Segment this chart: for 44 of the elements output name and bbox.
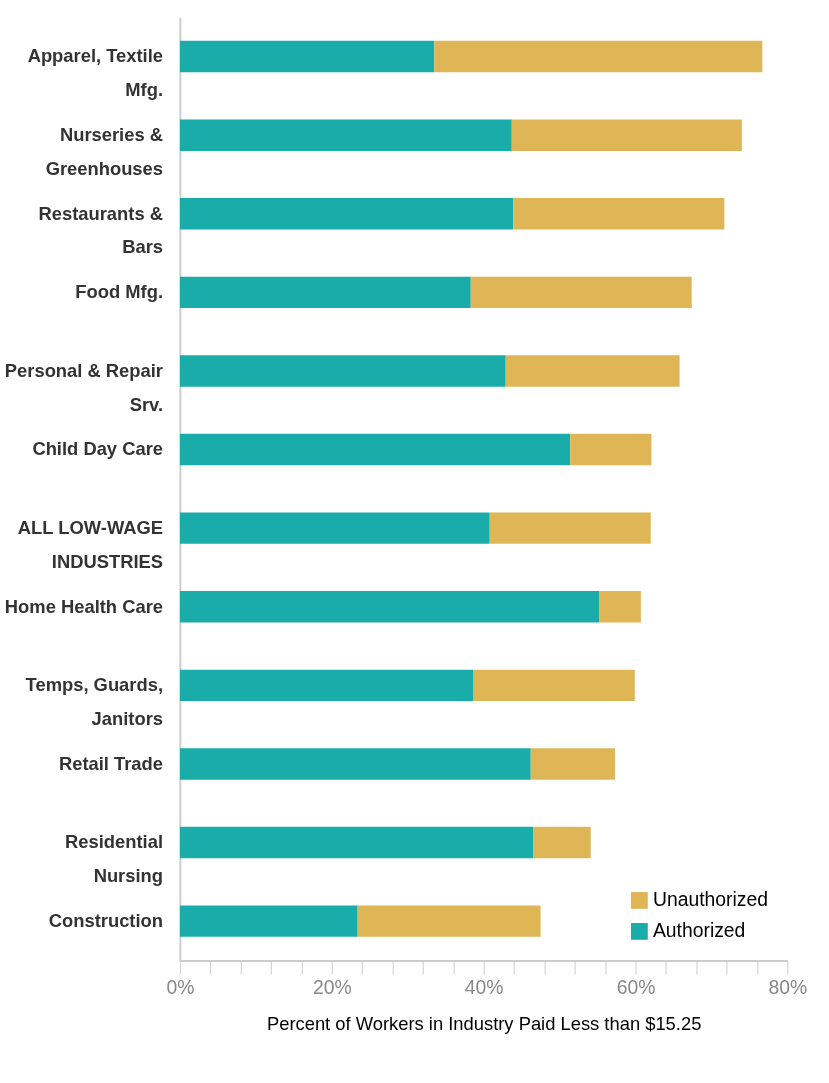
bar (489, 512, 651, 544)
y-tick-label: Residential Nursing (65, 831, 163, 887)
y-tick-label: Restaurants & Bars (38, 202, 163, 258)
bar (179, 355, 506, 387)
x-tick-label: 60% (616, 975, 656, 998)
bar (505, 355, 680, 387)
bar (179, 198, 514, 230)
bar (434, 40, 763, 73)
bar (513, 198, 725, 230)
bar (179, 669, 474, 702)
bar (179, 512, 490, 544)
legend-label: Unauthorized (652, 888, 768, 911)
y-tick-label: Child Day Care (32, 438, 163, 460)
y-tick-label: Retail Trade (58, 752, 163, 774)
bar (179, 591, 600, 623)
bar (179, 433, 571, 466)
x-tick-label: 40% (464, 975, 504, 998)
x-axis-title: Percent of Workers in Industry Paid Less than $15.25 (266, 1012, 702, 1034)
bar (470, 276, 692, 309)
bar (179, 276, 471, 309)
y-tick-label: Food Mfg. (75, 281, 163, 303)
y-tick-label: Temps, Guards, Janitors (25, 674, 163, 729)
bar (511, 119, 742, 151)
legend-label: Authorized (652, 919, 746, 942)
bar (179, 748, 531, 780)
bar (179, 905, 358, 937)
y-tick-label: ALL LOW-WAGE INDUSTRIES (17, 516, 163, 572)
x-tick-label: 0% (166, 975, 195, 998)
bar (473, 669, 635, 702)
y-tick-label: Apparel, Textile Mfg. (27, 45, 163, 101)
bar (570, 433, 652, 466)
bar (179, 40, 435, 73)
x-tick-label: 80% (768, 975, 808, 998)
bar (179, 826, 534, 859)
y-tick-label: Construction (48, 909, 163, 931)
y-tick-label: Nurseries & Greenhouses (45, 123, 163, 179)
y-tick-label: Home Health Care (4, 595, 163, 617)
bar (357, 905, 541, 937)
y-tick-label: Personal & Repair Srv. (4, 359, 163, 415)
x-tick-label: 20% (312, 975, 352, 998)
bar (179, 119, 512, 151)
bar (530, 748, 616, 780)
bar (599, 591, 641, 623)
bar (533, 826, 591, 859)
